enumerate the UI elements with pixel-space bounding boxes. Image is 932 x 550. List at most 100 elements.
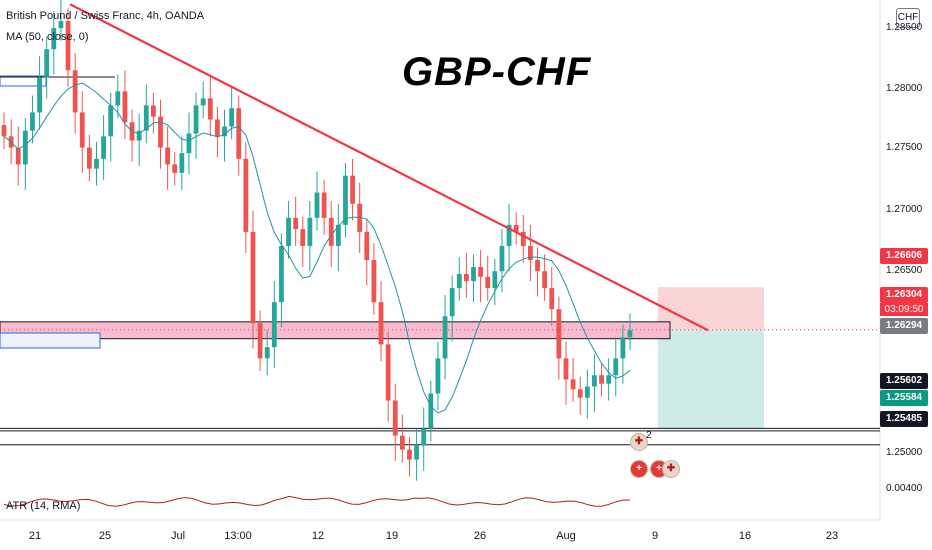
x-tick-label: 23 bbox=[825, 530, 839, 542]
atr-line bbox=[3, 495, 631, 507]
bullish-candle bbox=[200, 98, 206, 106]
bearish-candle bbox=[520, 231, 526, 246]
bearish-candle bbox=[513, 224, 519, 232]
currency-button[interactable]: CHF bbox=[896, 8, 920, 28]
bullish-candle bbox=[335, 224, 341, 246]
bearish-candle bbox=[399, 435, 405, 450]
bearish-candle bbox=[463, 274, 469, 282]
x-tick-label: 12 bbox=[311, 530, 325, 542]
bearish-candle bbox=[392, 400, 398, 436]
bullish-candle bbox=[193, 105, 199, 134]
bullish-candle bbox=[51, 28, 57, 50]
bearish-candle bbox=[300, 229, 306, 246]
bullish-candle bbox=[492, 271, 498, 289]
bullish-candle bbox=[94, 158, 99, 169]
x-tick-label: 13:00 bbox=[224, 530, 252, 542]
bearish-candle bbox=[350, 175, 355, 204]
bearish-candle bbox=[15, 147, 21, 165]
ma-legend[interactable]: MA (50, close, 0) bbox=[6, 31, 89, 43]
bullish-candle bbox=[449, 288, 455, 317]
y-tick-label: 1.26500 bbox=[886, 265, 923, 276]
bearish-candle bbox=[207, 98, 213, 120]
resistance-zone bbox=[0, 321, 671, 340]
bearish-candle bbox=[549, 288, 555, 310]
bullish-candle bbox=[44, 49, 50, 78]
bearish-candle bbox=[86, 147, 92, 169]
bullish-candle bbox=[264, 347, 270, 359]
uk-flag-icon[interactable]: ✚ bbox=[662, 460, 680, 478]
bearish-candle bbox=[72, 70, 78, 113]
event-count: 2 bbox=[646, 430, 652, 441]
swiss-flag-icon[interactable]: + bbox=[630, 460, 648, 478]
bearish-candle bbox=[158, 116, 163, 148]
bearish-candle bbox=[215, 119, 220, 137]
bullish-candle bbox=[435, 358, 441, 394]
level-price-tag: 1.25602 bbox=[880, 373, 928, 389]
annotation-box bbox=[0, 332, 101, 349]
bullish-candle bbox=[22, 130, 28, 165]
bearish-candle bbox=[243, 158, 249, 232]
current-price-tag: 1.26304 bbox=[880, 287, 928, 303]
take-profit-zone bbox=[658, 329, 764, 429]
bullish-candle bbox=[584, 386, 590, 398]
bullish-candle bbox=[30, 112, 35, 131]
bearish-candle bbox=[150, 105, 156, 117]
uk-flag-icon[interactable]: ✚ bbox=[630, 433, 648, 451]
bearish-candle bbox=[257, 323, 263, 359]
bullish-candle bbox=[179, 153, 185, 173]
atr-legend[interactable]: ATR (14, RMA) bbox=[6, 500, 81, 512]
bearish-candle bbox=[542, 271, 548, 289]
annotation-box bbox=[0, 75, 47, 87]
bearish-candle bbox=[378, 302, 384, 345]
bearish-candle bbox=[293, 217, 299, 230]
bullish-candle bbox=[143, 105, 149, 131]
bullish-candle bbox=[115, 91, 121, 106]
level-price-tag: 1.25485 bbox=[880, 411, 928, 427]
chart-title: GBP-CHF bbox=[402, 50, 592, 94]
descending-trendline bbox=[69, 3, 709, 332]
bearish-candle bbox=[478, 267, 484, 277]
bullish-candle bbox=[442, 316, 448, 359]
y-tick-label: 1.25000 bbox=[886, 447, 923, 458]
bullish-candle bbox=[279, 245, 284, 303]
bearish-candle bbox=[407, 449, 412, 460]
bearish-candle bbox=[485, 276, 491, 289]
symbol-legend[interactable]: British Pound / Swiss Franc, 4h, OANDA bbox=[6, 10, 205, 22]
target-price-tag: 1.25584 bbox=[880, 390, 928, 406]
bullish-candle bbox=[136, 130, 142, 141]
atr-tick-label: 0.00400 bbox=[886, 483, 923, 494]
bullish-candle bbox=[627, 330, 633, 338]
bearish-candle bbox=[385, 344, 391, 401]
bullish-candle bbox=[108, 105, 114, 137]
bullish-candle bbox=[606, 375, 612, 384]
x-tick-label: 16 bbox=[738, 530, 752, 542]
bearish-candle bbox=[172, 164, 178, 173]
x-tick-label: 19 bbox=[385, 530, 399, 542]
bearish-candle bbox=[250, 231, 256, 324]
ma-line bbox=[3, 82, 631, 414]
bullish-candle bbox=[343, 175, 348, 225]
bearish-candle bbox=[371, 260, 377, 303]
bullish-candle bbox=[421, 428, 427, 446]
bullish-candle bbox=[58, 21, 64, 29]
bearish-candle bbox=[556, 309, 562, 359]
bearish-candle bbox=[65, 21, 71, 71]
bullish-candle bbox=[186, 133, 192, 154]
bullish-candle bbox=[314, 192, 320, 218]
stop-price-tag: 1.26606 bbox=[880, 248, 928, 264]
stop-loss-zone bbox=[658, 287, 764, 330]
y-tick-label: 1.28000 bbox=[886, 83, 923, 94]
bearish-candle bbox=[79, 112, 85, 148]
bearish-candle bbox=[321, 192, 327, 218]
bullish-candle bbox=[499, 245, 505, 272]
bearish-candle bbox=[236, 108, 242, 159]
y-tick-label: 1.28500 bbox=[886, 22, 923, 33]
bearish-candle bbox=[577, 389, 583, 398]
bullish-candle bbox=[428, 393, 434, 429]
bullish-candle bbox=[101, 136, 106, 159]
bullish-candle bbox=[456, 274, 462, 289]
bearish-candle bbox=[570, 379, 576, 390]
bearish-candle bbox=[528, 245, 533, 260]
